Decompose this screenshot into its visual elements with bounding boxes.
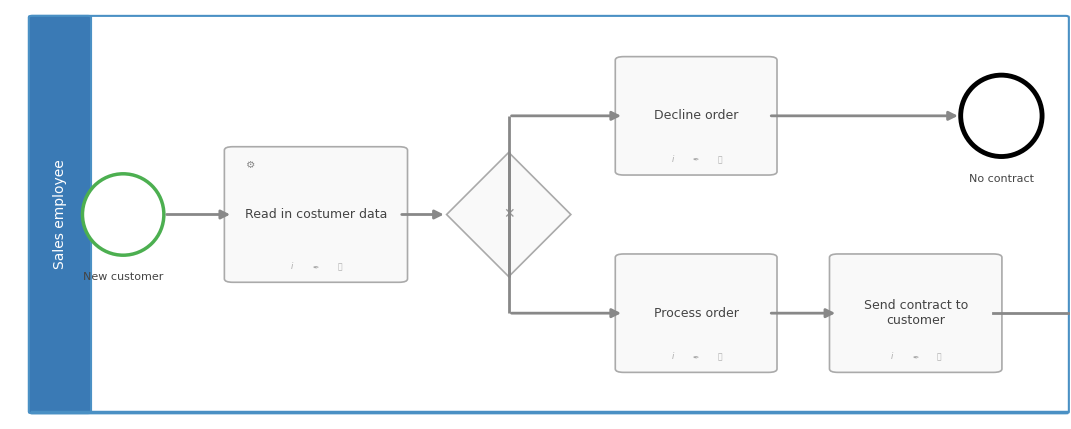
Text: ✕: ✕ [503, 208, 514, 221]
Text: New customer: New customer [82, 272, 164, 282]
Text: ✒: ✒ [693, 155, 699, 164]
Text: ⚙: ⚙ [245, 160, 255, 169]
Text: ⛹: ⛹ [337, 262, 342, 271]
Polygon shape [447, 152, 571, 277]
Text: i: i [291, 262, 293, 271]
Text: Sales employee: Sales employee [52, 160, 67, 269]
Text: No contract: No contract [969, 174, 1034, 184]
FancyBboxPatch shape [829, 254, 1002, 372]
Text: ✒: ✒ [313, 262, 319, 271]
Text: Decline order: Decline order [654, 109, 738, 122]
FancyBboxPatch shape [615, 57, 778, 175]
FancyBboxPatch shape [29, 16, 1069, 413]
Ellipse shape [961, 75, 1042, 157]
Text: Process order: Process order [653, 307, 739, 320]
Text: Read in costumer data: Read in costumer data [245, 208, 387, 221]
Text: ✒: ✒ [693, 352, 699, 361]
Text: ⛹: ⛹ [718, 352, 722, 361]
FancyBboxPatch shape [615, 254, 778, 372]
Ellipse shape [82, 174, 164, 255]
Text: ⛹: ⛹ [937, 352, 941, 361]
Text: i: i [672, 155, 674, 164]
Text: i: i [891, 352, 893, 361]
FancyBboxPatch shape [29, 16, 91, 413]
FancyBboxPatch shape [224, 147, 407, 282]
Text: ⛹: ⛹ [718, 155, 722, 164]
Text: Send contract to
customer: Send contract to customer [863, 299, 968, 327]
Text: i: i [672, 352, 674, 361]
Text: ✒: ✒ [912, 352, 919, 361]
